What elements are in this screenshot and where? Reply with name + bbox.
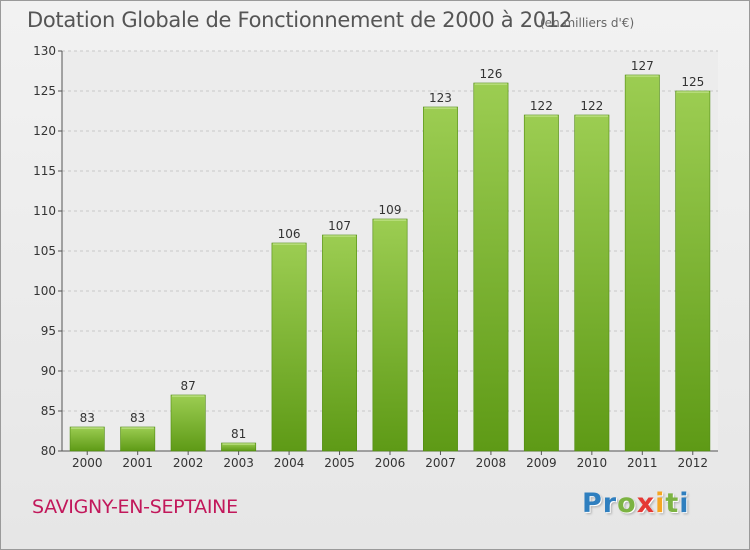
y-tick-label: 100	[33, 284, 56, 298]
x-tick-label: 2004	[274, 456, 305, 470]
bar	[423, 106, 458, 452]
data-label: 87	[181, 379, 196, 393]
data-label: 107	[328, 219, 351, 233]
y-tick-label: 90	[41, 364, 56, 378]
data-label: 126	[479, 67, 502, 81]
data-label: 123	[429, 91, 452, 105]
x-tick-label: 2005	[324, 456, 355, 470]
bars	[69, 74, 711, 452]
bar	[372, 218, 408, 452]
bar	[322, 234, 357, 452]
x-tick-label: 2007	[425, 456, 456, 470]
x-tick-label: 2006	[375, 456, 406, 470]
proxiti-logo: Proxiti	[582, 488, 690, 519]
bar	[523, 114, 559, 452]
logo-letter: P	[582, 488, 603, 519]
unit-label: (en milliers d'€)	[540, 16, 635, 30]
x-tick-label: 2011	[627, 456, 658, 470]
bar	[624, 74, 660, 452]
x-tick-label: 2012	[677, 456, 708, 470]
bar	[574, 114, 610, 452]
x-tick-label: 2008	[476, 456, 507, 470]
logo-letter: r	[602, 488, 618, 519]
data-label: 127	[631, 59, 654, 73]
bar	[271, 242, 307, 452]
data-label: 106	[278, 227, 301, 241]
x-tick-label: 2002	[173, 456, 204, 470]
commune-name: SAVIGNY-EN-SEPTAINE	[32, 496, 238, 518]
data-label: 122	[580, 99, 603, 113]
labels: 80 85 90 95 100 105 110 115 120 125 130 83 2000 83 200…	[33, 44, 708, 470]
data-label: 83	[130, 411, 145, 425]
chart-title: Dotation Globale de Fonctionnement de 20…	[27, 8, 572, 32]
y-tick-label: 110	[33, 204, 56, 218]
logo-letter: i	[679, 488, 690, 519]
data-label: 109	[379, 203, 402, 217]
bar	[221, 442, 257, 452]
logo-letter: x	[636, 488, 656, 519]
logo-letter: i	[655, 488, 666, 519]
data-label: 125	[681, 75, 704, 89]
bar	[675, 90, 711, 452]
bar	[120, 426, 156, 452]
logo-letter: o	[617, 488, 637, 519]
x-tick-label: 2000	[72, 456, 103, 470]
y-tick-label: 105	[33, 244, 56, 258]
logo-letter: t	[665, 488, 680, 519]
bar	[473, 82, 509, 452]
x-tick-label: 2009	[526, 456, 557, 470]
y-tick-label: 80	[41, 444, 56, 458]
y-tick-label: 125	[33, 84, 56, 98]
x-tick-label: 2001	[122, 456, 153, 470]
data-label: 122	[530, 99, 553, 113]
y-tick-label: 130	[33, 44, 56, 58]
y-tick-label: 115	[33, 164, 56, 178]
data-label: 83	[80, 411, 95, 425]
y-tick-label: 85	[41, 404, 56, 418]
x-tick-label: 2010	[577, 456, 608, 470]
bar	[69, 426, 105, 452]
x-tick-label: 2003	[223, 456, 254, 470]
data-label: 81	[231, 427, 246, 441]
bar	[170, 394, 206, 452]
y-tick-label: 95	[41, 324, 56, 338]
y-tick-label: 120	[33, 124, 56, 138]
